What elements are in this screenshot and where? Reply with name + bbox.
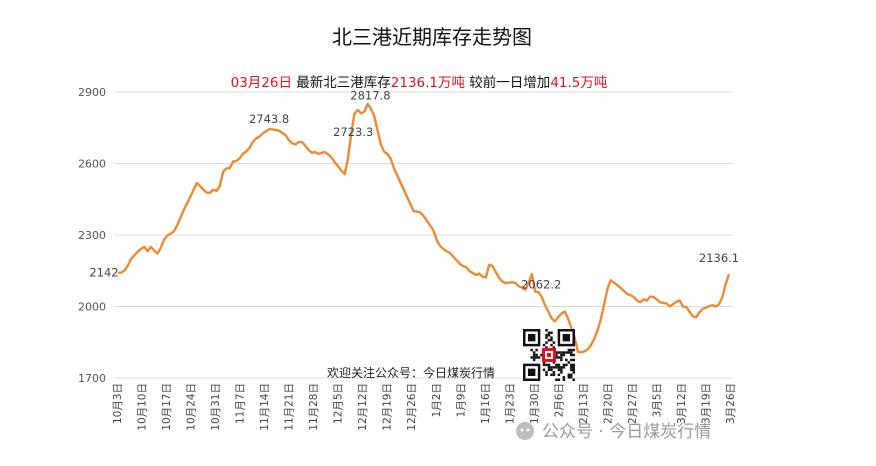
- x-tick-label: 3月26日: [725, 383, 737, 424]
- qr-code-icon: [523, 329, 575, 381]
- x-tick-label: 11月7日: [235, 383, 247, 424]
- x-tick-label: 10月3日: [112, 383, 124, 424]
- x-tick-label: 12月12日: [357, 383, 369, 431]
- y-tick-label: 2900: [78, 86, 106, 99]
- follow-text: 欢迎关注公众号：今日煤炭行情: [327, 365, 495, 380]
- data-labels: 2142 2743.8 2723.3 2817.8 2062.2 2136.1: [89, 89, 739, 292]
- x-tick-label: 3月12日: [676, 383, 688, 424]
- x-tick-label: 3月5日: [651, 383, 663, 417]
- chart-title: 北三港近期库存走势图: [332, 25, 532, 49]
- data-label: 2723.3: [333, 125, 373, 139]
- y-tick-label: 2600: [78, 158, 106, 171]
- x-tick-label: 10月10日: [137, 383, 149, 431]
- data-label: 2062.2: [521, 278, 561, 292]
- subtitle-text-2: 较前一日增加: [465, 74, 550, 91]
- x-tick-label: 1月16日: [480, 383, 492, 424]
- x-tick-label: 1月23日: [504, 383, 516, 424]
- data-label: 2743.8: [249, 112, 289, 126]
- x-tick-label: 10月31日: [210, 383, 222, 431]
- subtitle-date: 03月26日: [231, 75, 292, 91]
- subtitle-latest-value: 2136.1万吨: [391, 75, 465, 91]
- data-label: 2142: [89, 266, 118, 280]
- wechat-icon: [516, 422, 534, 440]
- x-tick-label: 12月19日: [382, 383, 394, 431]
- y-tick-label: 1700: [78, 372, 106, 385]
- watermark-text: 公众号 · 今日煤炭行情: [542, 422, 711, 442]
- x-axis-ticks: 10月3日 10月10日 10月17日 10月24日 10月31日 11月7日 11月14日…: [112, 383, 737, 431]
- x-tick-label: 1月9日: [455, 383, 467, 417]
- x-tick-label: 11月14日: [259, 383, 271, 431]
- x-tick-label: 2月6日: [553, 383, 565, 417]
- y-axis-ticks: 1700 2000 2300 2600 2900: [78, 86, 106, 385]
- x-tick-label: 11月28日: [308, 383, 320, 431]
- x-tick-label: 11月21日: [284, 383, 296, 431]
- x-tick-label: 10月17日: [161, 383, 173, 431]
- x-tick-label: 3月19日: [701, 383, 713, 424]
- chart-subtitle: 03月26日 最新北三港库存2136.1万吨 较前一日增加41.5万吨: [231, 74, 608, 91]
- series-line-inventory: [118, 102, 731, 354]
- y-tick-label: 2000: [78, 301, 106, 314]
- data-label: 2817.8: [350, 89, 390, 103]
- x-tick-label: 2月13日: [578, 383, 590, 424]
- x-tick-label: 10月24日: [186, 383, 198, 431]
- subtitle-change-value: 41.5万吨: [550, 75, 607, 91]
- x-tick-label: 2月27日: [627, 383, 639, 424]
- x-tick-label: 2月20日: [602, 383, 614, 424]
- x-tick-label: 1月2日: [431, 383, 443, 417]
- y-tick-label: 2300: [78, 229, 106, 242]
- x-tick-label: 12月26日: [406, 383, 418, 431]
- subtitle-text-1: 最新北三港库存: [292, 75, 391, 91]
- data-label: 2136.1: [699, 251, 739, 265]
- x-tick-label: 1月30日: [529, 383, 541, 424]
- x-tick-label: 12月5日: [333, 383, 345, 424]
- grid: [114, 91, 733, 379]
